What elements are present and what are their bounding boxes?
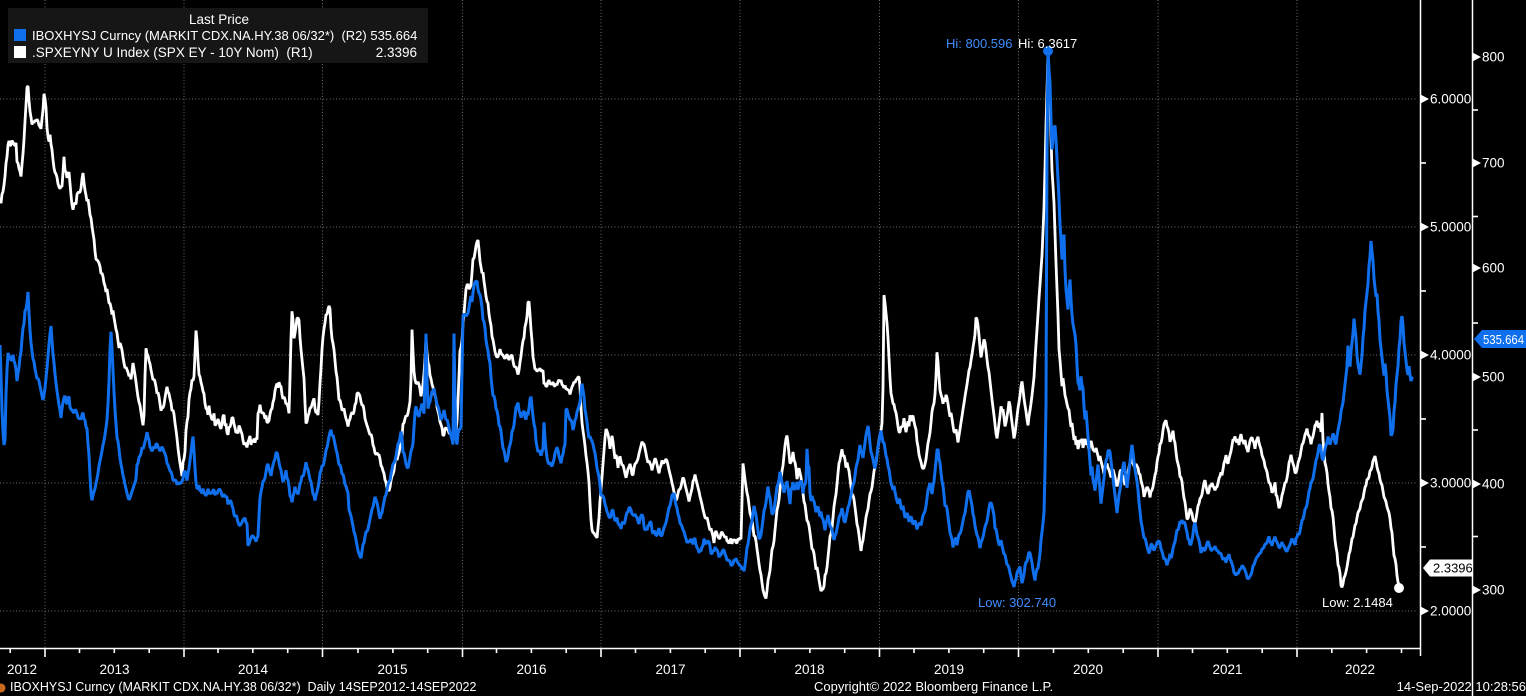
svg-text:Low: 2.1484: Low: 2.1484 bbox=[1322, 595, 1393, 610]
svg-text:4.0000: 4.0000 bbox=[1430, 348, 1471, 363]
svg-text:Last Price: Last Price bbox=[189, 12, 249, 27]
svg-text:IBOXHYSJ Curncy (MARKIT CDX.NA: IBOXHYSJ Curncy (MARKIT CDX.NA.HY.38 06/… bbox=[32, 28, 417, 43]
svg-text:2021: 2021 bbox=[1212, 662, 1242, 677]
svg-text:IBOXHYSJ Curncy (MARKIT CDX.NA: IBOXHYSJ Curncy (MARKIT CDX.NA.HY.38 06/… bbox=[10, 680, 476, 694]
svg-text:Hi: 6.3617: Hi: 6.3617 bbox=[1018, 36, 1077, 51]
svg-text:14-Sep-2022 10:28:56: 14-Sep-2022 10:28:56 bbox=[1397, 679, 1526, 694]
svg-text:300: 300 bbox=[1482, 583, 1505, 598]
svg-text:2016: 2016 bbox=[516, 662, 546, 677]
svg-text:535.664: 535.664 bbox=[1483, 333, 1524, 347]
svg-text:.SPXEYNY U Index (SPX EY - 10Y: .SPXEYNY U Index (SPX EY - 10Y Nom) (R1) bbox=[32, 45, 313, 60]
svg-text:2.0000: 2.0000 bbox=[1430, 604, 1471, 619]
svg-text:400: 400 bbox=[1482, 477, 1505, 492]
svg-text:3.0000: 3.0000 bbox=[1430, 476, 1471, 491]
svg-text:Hi: 800.596: Hi: 800.596 bbox=[946, 36, 1013, 51]
svg-text:2017: 2017 bbox=[655, 662, 685, 677]
svg-text:Low: 302.740: Low: 302.740 bbox=[978, 595, 1056, 610]
svg-text:500: 500 bbox=[1482, 370, 1505, 385]
svg-text:2022: 2022 bbox=[1345, 662, 1375, 677]
svg-text:2014: 2014 bbox=[238, 662, 269, 677]
svg-text:2018: 2018 bbox=[794, 662, 824, 677]
svg-text:2020: 2020 bbox=[1073, 662, 1103, 677]
svg-text:2013: 2013 bbox=[99, 662, 129, 677]
svg-text:Copyright© 2022 Bloomberg Fina: Copyright© 2022 Bloomberg Finance L.P. bbox=[814, 679, 1053, 694]
svg-text:700: 700 bbox=[1482, 156, 1505, 171]
svg-text:800: 800 bbox=[1482, 50, 1505, 65]
svg-text:5.0000: 5.0000 bbox=[1430, 220, 1471, 235]
svg-text:600: 600 bbox=[1482, 261, 1505, 276]
svg-text:2.3396: 2.3396 bbox=[376, 45, 417, 60]
svg-text:2015: 2015 bbox=[377, 662, 407, 677]
svg-text:6.0000: 6.0000 bbox=[1430, 92, 1471, 107]
svg-text:2.3396: 2.3396 bbox=[1433, 561, 1473, 576]
svg-text:2019: 2019 bbox=[934, 662, 964, 677]
svg-text:2012: 2012 bbox=[7, 662, 37, 677]
